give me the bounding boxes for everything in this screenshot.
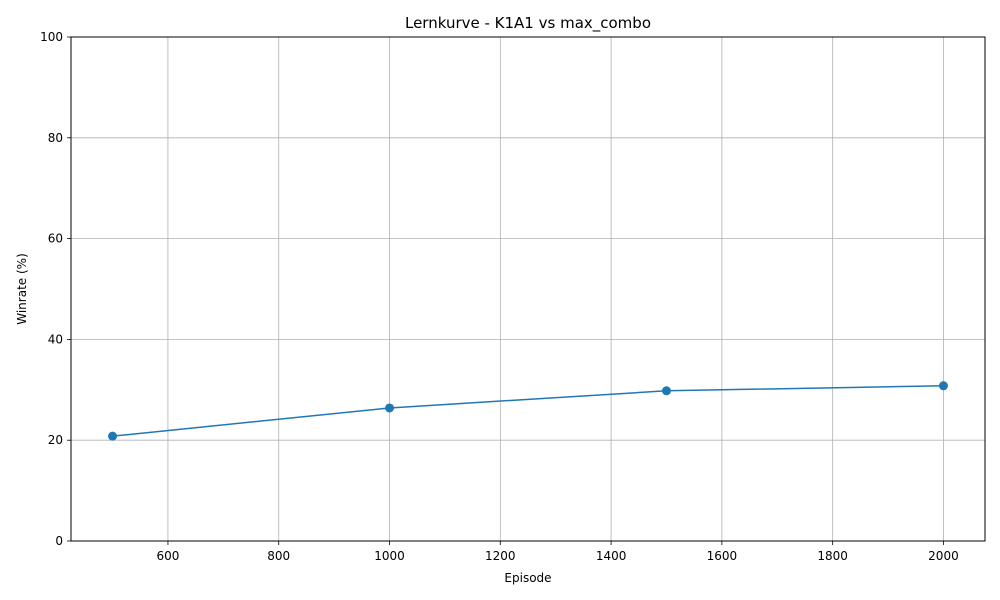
y-tick-label: 80	[48, 131, 63, 145]
x-tick-label: 2000	[928, 549, 959, 563]
data-point	[385, 403, 395, 413]
x-tick-label: 600	[156, 549, 179, 563]
x-tick-label: 1200	[485, 549, 516, 563]
y-tick-label: 20	[48, 433, 63, 447]
axis-ticks: 600 800 1000 1200 1400 1600 1800 2000 0 20 40 60 80 1…	[40, 30, 959, 563]
data-point	[661, 386, 671, 396]
series-layer	[108, 381, 948, 441]
data-point	[938, 381, 948, 391]
y-tick-label: 40	[48, 332, 63, 346]
x-tick-label: 1000	[374, 549, 405, 563]
x-tick-label: 800	[267, 549, 290, 563]
x-tick-label: 1400	[596, 549, 627, 563]
data-point	[108, 431, 118, 441]
y-axis-label: Winrate (%)	[15, 253, 29, 325]
x-axis-label: Episode	[504, 571, 551, 585]
x-tick-label: 1800	[817, 549, 848, 563]
y-tick-label: 100	[40, 30, 63, 44]
y-tick-label: 60	[48, 232, 63, 246]
chart-title: Lernkurve - K1A1 vs max_combo	[405, 14, 651, 33]
series-line	[112, 385, 944, 437]
y-tick-label: 0	[55, 534, 63, 548]
x-tick-label: 1600	[707, 549, 738, 563]
plot-frame	[70, 36, 986, 542]
